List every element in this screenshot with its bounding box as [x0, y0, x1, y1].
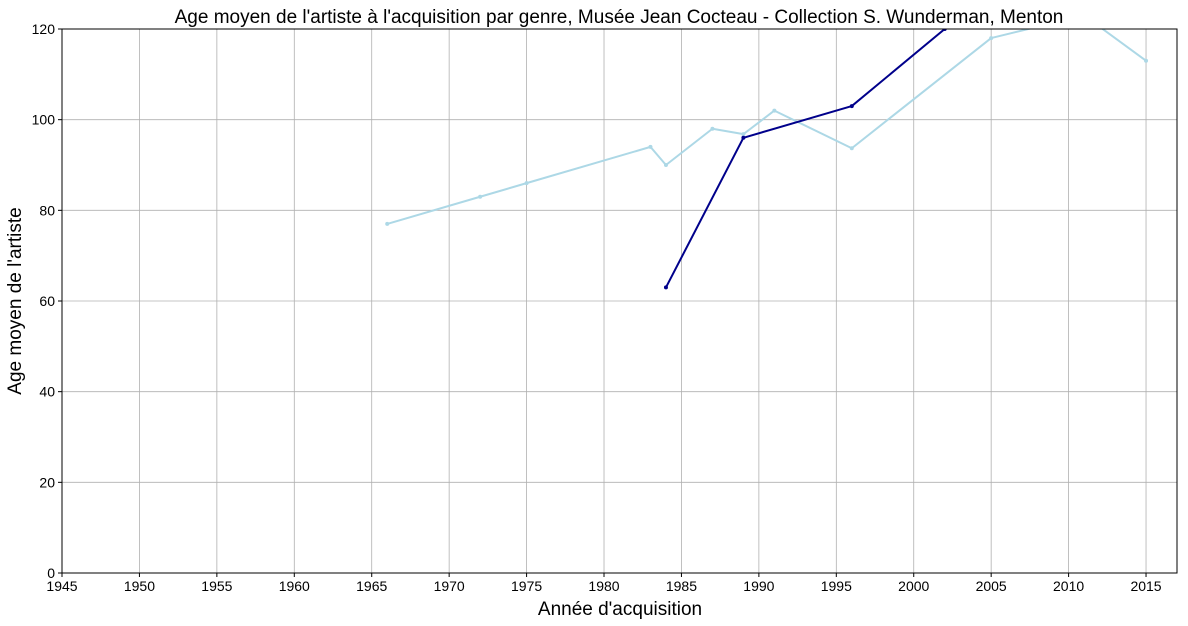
data-point — [741, 132, 746, 137]
x-tick-label: 1985 — [666, 578, 697, 594]
data-point — [648, 144, 653, 149]
data-point — [710, 126, 715, 131]
data-point — [989, 36, 994, 41]
x-tick-label: 1970 — [434, 578, 465, 594]
y-axis-label: Age moyen de l'artiste — [5, 207, 26, 394]
y-tick-label: 120 — [32, 21, 56, 37]
data-point — [1082, 13, 1086, 17]
y-tick-label: 100 — [32, 112, 56, 128]
x-axis: 1945 1950 1955 1960 1965 1970 1975 1980 1985 1990… — [46, 573, 1162, 594]
y-tick-label: 80 — [39, 202, 55, 218]
y-tick-label: 20 — [39, 474, 55, 490]
x-tick-label: 1945 — [46, 578, 77, 594]
grid — [61, 28, 1177, 574]
x-axis-label: Année d'acquisition — [538, 599, 702, 620]
x-tick-label: 2015 — [1130, 578, 1161, 594]
x-tick-label: 1980 — [588, 578, 619, 594]
x-tick-label: 1965 — [356, 578, 387, 594]
x-tick-label: 1950 — [124, 578, 155, 594]
y-tick-label: 60 — [39, 293, 55, 309]
x-tick-label: 2000 — [898, 578, 929, 594]
data-point — [741, 135, 746, 140]
x-tick-label: 1990 — [743, 578, 774, 594]
x-tick-label: 2005 — [976, 578, 1007, 594]
data-point — [772, 108, 777, 113]
x-tick-label: 1975 — [511, 578, 542, 594]
data-point — [478, 194, 483, 199]
data-point — [385, 221, 390, 226]
plot-area — [385, 0, 1149, 290]
data-point — [1144, 58, 1149, 63]
x-tick-label: 2010 — [1053, 578, 1084, 594]
chart-title: Age moyen de l'artiste à l'acquisition p… — [175, 7, 1064, 28]
series-line-1 — [665, 29, 947, 288]
data-point — [663, 163, 668, 167]
x-tick-label: 1960 — [279, 578, 310, 594]
data-point — [849, 104, 854, 109]
data-point — [849, 146, 854, 151]
y-axis: 0 20 40 60 80 100 120 — [32, 21, 62, 581]
data-point — [663, 285, 668, 290]
data-point — [974, 0, 978, 4]
data-point — [524, 181, 529, 186]
y-tick-label: 40 — [39, 384, 55, 400]
y-tick-label: 0 — [47, 565, 55, 581]
x-tick-label: 1995 — [821, 578, 852, 594]
x-tick-label: 1955 — [201, 578, 232, 594]
